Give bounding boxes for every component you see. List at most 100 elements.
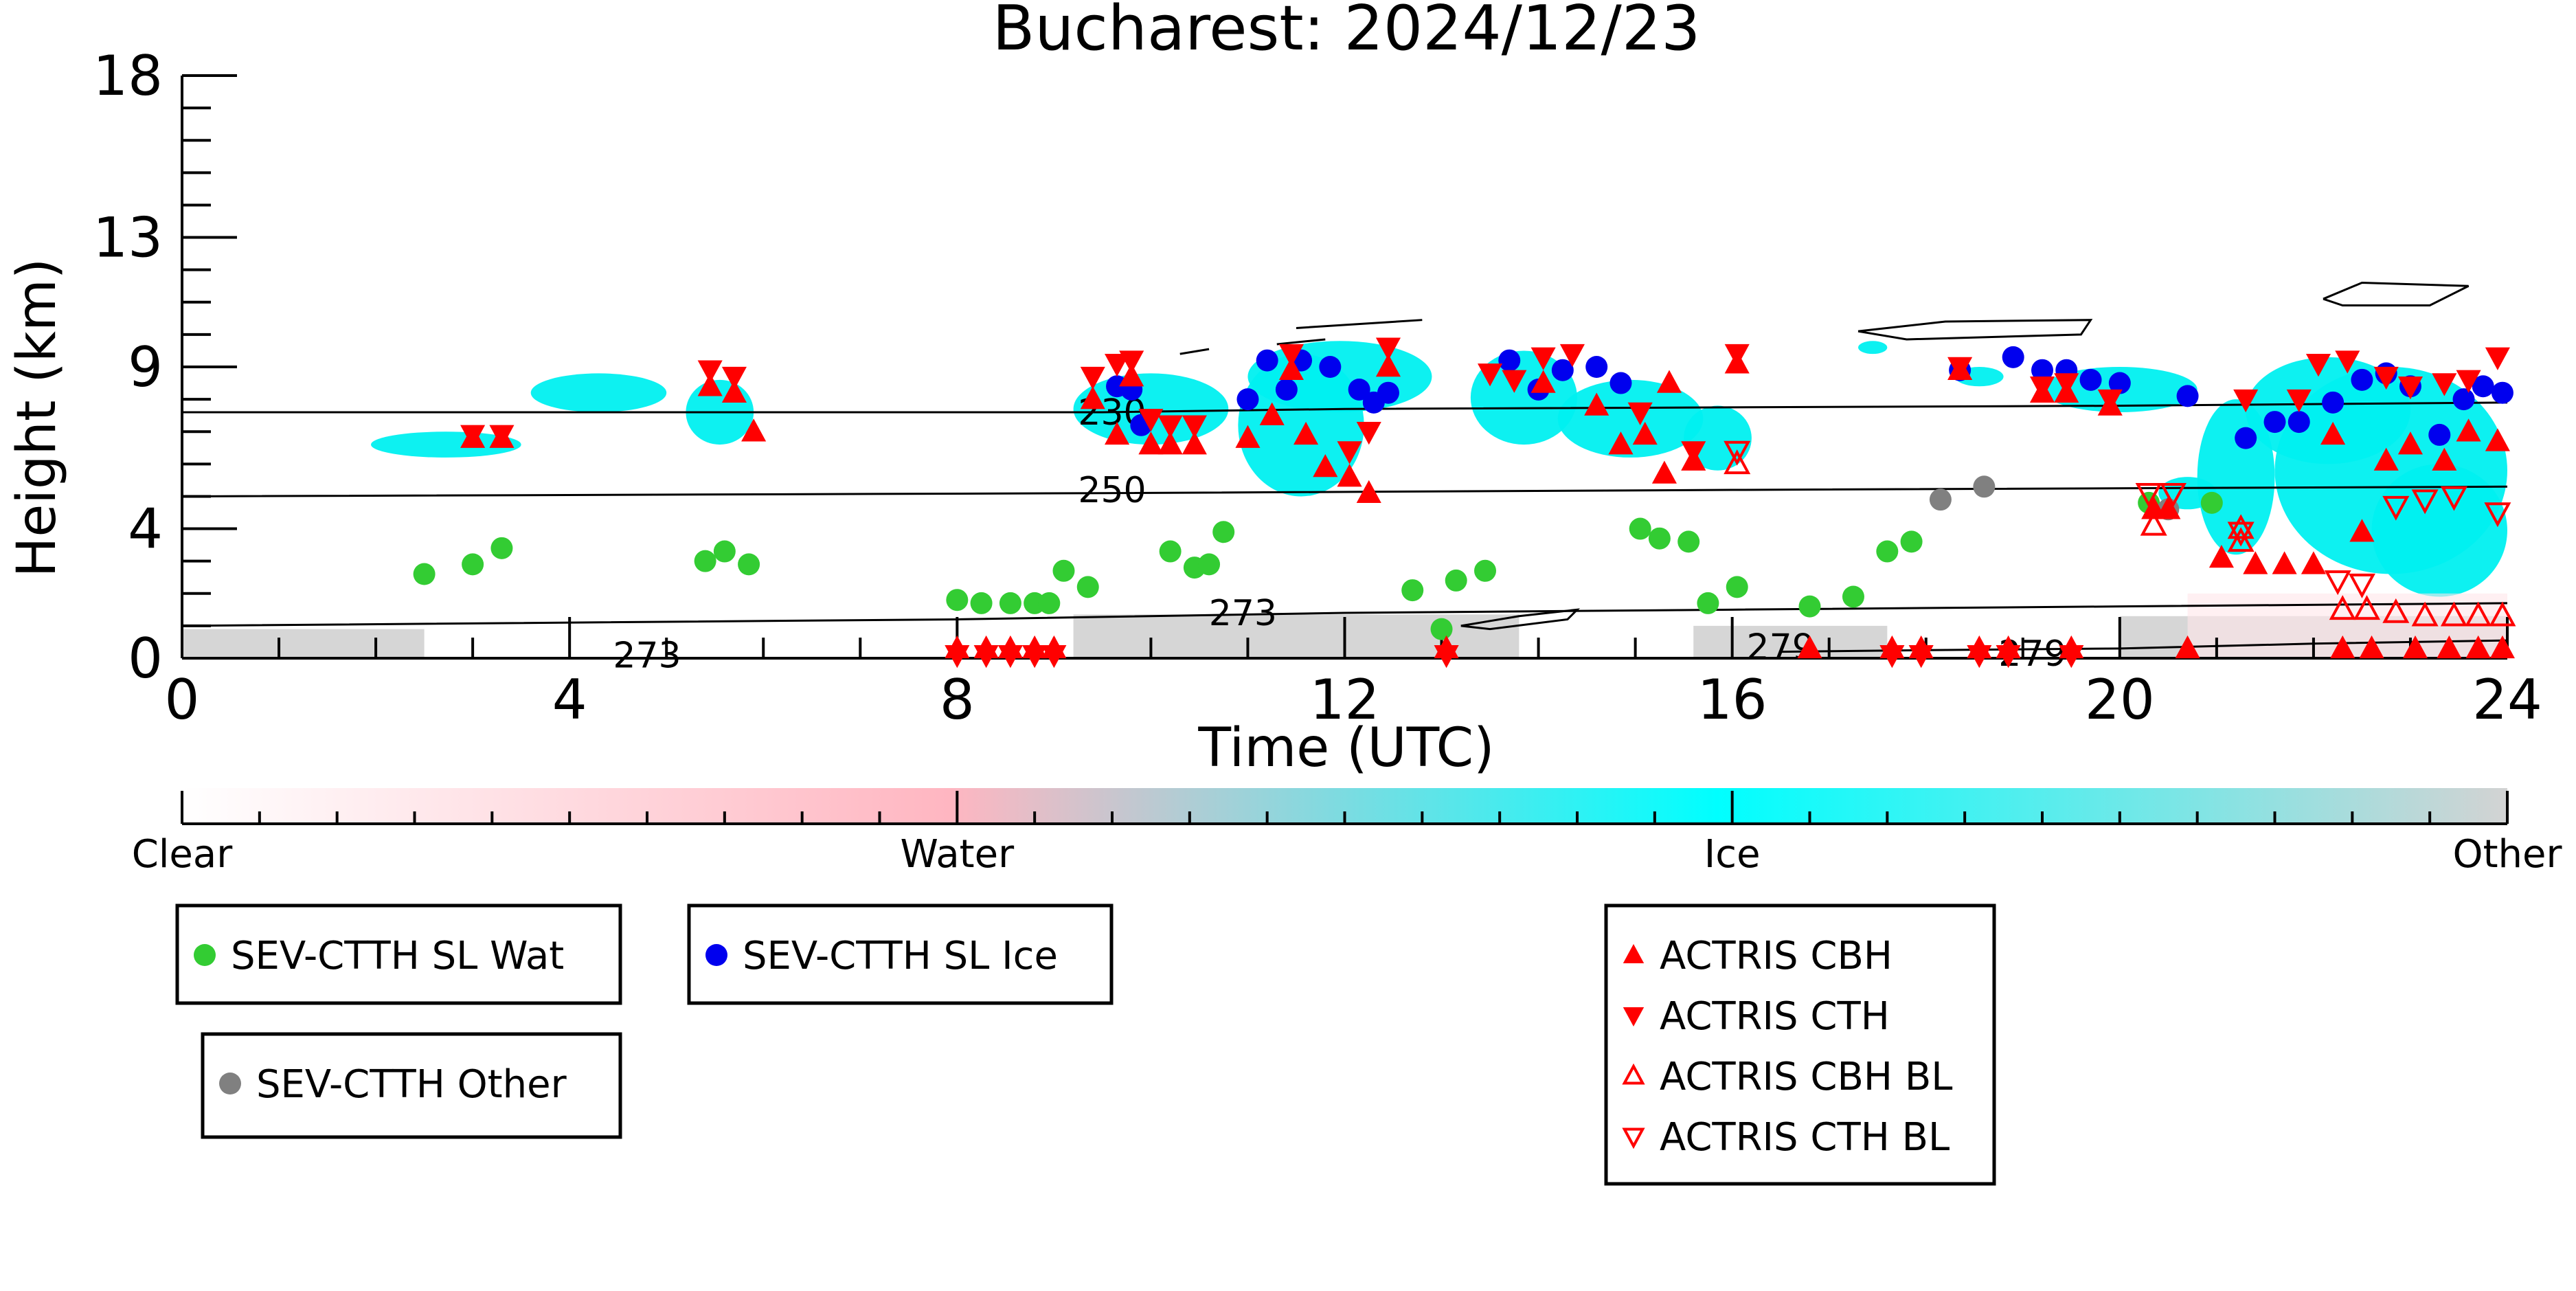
point-sev-ctth-sl-ice	[1319, 356, 1342, 378]
point-actris-cth	[1947, 357, 1973, 380]
legend-marker-circle	[219, 1073, 241, 1094]
point-actris-cbh	[1608, 431, 1634, 455]
point-sev-ctth-sl-ice	[2235, 427, 2257, 449]
contour-small	[1179, 348, 1210, 355]
point-sev-ctth-sl-ice	[1585, 356, 1608, 378]
point-actris-cbh	[1105, 421, 1130, 445]
point-sev-ctth-sl-wat	[413, 563, 436, 585]
point-actris-cth	[2456, 370, 2481, 393]
point-sev-ctth-sl-ice	[2428, 423, 2451, 446]
point-actris-cth	[1681, 441, 1706, 464]
other-region	[182, 629, 425, 658]
x-axis-title: Time (UTC)	[1197, 717, 1494, 779]
x-tick-label: 12	[1310, 668, 1380, 732]
point-actris-cbh	[1356, 480, 1381, 503]
point-actris-cth	[1879, 645, 1905, 669]
point-actris-cth	[1157, 415, 1183, 438]
point-actris-cbh	[697, 373, 723, 396]
point-actris-cth	[1022, 645, 1048, 669]
point-actris-cth	[1502, 370, 1527, 393]
x-tick-label: 24	[2472, 668, 2542, 732]
x-tick-label: 20	[2085, 668, 2155, 732]
point-sev-ctth-sl-ice	[1236, 388, 1259, 411]
point-actris-cbh	[2272, 551, 2297, 574]
point-sev-ctth-sl-wat	[1629, 517, 1651, 540]
contour-label: 273	[1209, 593, 1277, 634]
point-sev-ctth-sl-ice	[2031, 359, 2053, 381]
contour-273	[181, 602, 2508, 627]
legend-label: ACTRIS CTH BL	[1660, 1115, 1950, 1160]
point-actris-cth	[697, 360, 723, 383]
point-sev-ctth-sl-wat	[1430, 618, 1453, 640]
point-actris-cbh	[2156, 496, 2181, 519]
plot-axes: 0 4 9 13 18 0 4 8 12 16 20 24	[93, 44, 2542, 732]
point-actris-cth	[1337, 441, 1362, 464]
point-actris-cbh	[1278, 357, 1304, 380]
contour-label: 250	[1078, 470, 1146, 511]
ice-cloud-region	[2371, 464, 2507, 597]
point-actris-cbh	[2485, 428, 2510, 451]
point-actris-cth	[1530, 347, 1556, 370]
legend-label: ACTRIS CBH BL	[1660, 1055, 1952, 1099]
point-actris-cth	[489, 425, 515, 448]
point-sev-ctth-other	[1973, 475, 1996, 498]
point-sev-ctth-sl-wat	[1445, 569, 1467, 592]
point-actris-cbh-bl	[2489, 601, 2516, 627]
point-actris-cbh	[1313, 454, 1338, 478]
y-tick-label: 9	[128, 335, 163, 399]
point-sev-ctth-sl-wat	[1726, 576, 1748, 598]
point-actris-cth	[1478, 363, 1503, 387]
point-actris-cth	[2054, 373, 2079, 396]
x-tick-label: 4	[552, 668, 587, 732]
point-actris-cbh	[1632, 421, 1658, 445]
x-tick-label: 8	[940, 668, 975, 732]
point-actris-cbh	[2373, 447, 2399, 471]
legend-box	[687, 903, 1114, 1005]
point-actris-cth-bl	[2135, 482, 2162, 508]
y-tick-label: 0	[128, 627, 163, 691]
point-actris-cth	[1908, 645, 1934, 669]
point-sev-ctth-sl-wat	[2200, 491, 2223, 514]
point-actris-cbh-bl	[2227, 514, 2255, 539]
point-actris-cth-bl	[1724, 440, 1751, 466]
legend-marker-triangle-up	[1623, 944, 1645, 963]
contour-273-closed	[1460, 608, 1581, 631]
point-sev-ctth-sl-wat	[1677, 530, 1700, 553]
point-sev-ctth-sl-ice	[2287, 411, 2310, 434]
point-actris-cbh	[2330, 635, 2355, 659]
point-sev-ctth-sl-ice	[2176, 385, 2199, 407]
point-actris-cbh-bl	[2465, 601, 2492, 627]
point-actris-cbh-bl	[2382, 598, 2410, 623]
y-tick-label: 4	[128, 497, 163, 561]
point-actris-cbh	[1584, 392, 1609, 416]
point-actris-cbh	[1259, 402, 1285, 425]
point-actris-cbh	[2349, 519, 2375, 542]
point-actris-cth	[945, 645, 970, 669]
point-actris-cth	[1119, 350, 1144, 374]
point-actris-cbh	[741, 418, 767, 442]
point-actris-cth-bl	[2411, 489, 2439, 515]
point-sev-ctth-sl-wat	[1076, 576, 1099, 598]
point-actris-cbh	[1157, 431, 1183, 455]
y-tick-label: 18	[93, 44, 163, 108]
point-actris-cbh	[2301, 551, 2326, 574]
point-actris-cbh	[1293, 421, 1319, 445]
point-sev-ctth-sl-ice	[2263, 411, 2286, 434]
point-sev-ctth-sl-wat	[462, 553, 484, 576]
point-actris-cbh	[2489, 635, 2515, 659]
point-actris-cth-bl	[2348, 573, 2375, 598]
point-sev-ctth-sl-ice	[2002, 346, 2024, 368]
legend-marker-circle	[705, 944, 727, 966]
point-actris-cbh	[1119, 363, 1144, 387]
y-axis-title: Height (km)	[6, 258, 68, 578]
point-sev-ctth-sl-ice	[1348, 378, 1370, 401]
point-sev-ctth-sl-wat	[713, 540, 736, 563]
point-actris-cth	[2305, 354, 2331, 377]
point-actris-cbh-bl	[2440, 601, 2467, 627]
other-region	[1693, 625, 1888, 658]
point-sev-ctth-sl-wat	[970, 592, 993, 614]
point-actris-cbh	[1656, 370, 1682, 393]
colorbar: Clear Water Ice Other	[132, 788, 2562, 877]
